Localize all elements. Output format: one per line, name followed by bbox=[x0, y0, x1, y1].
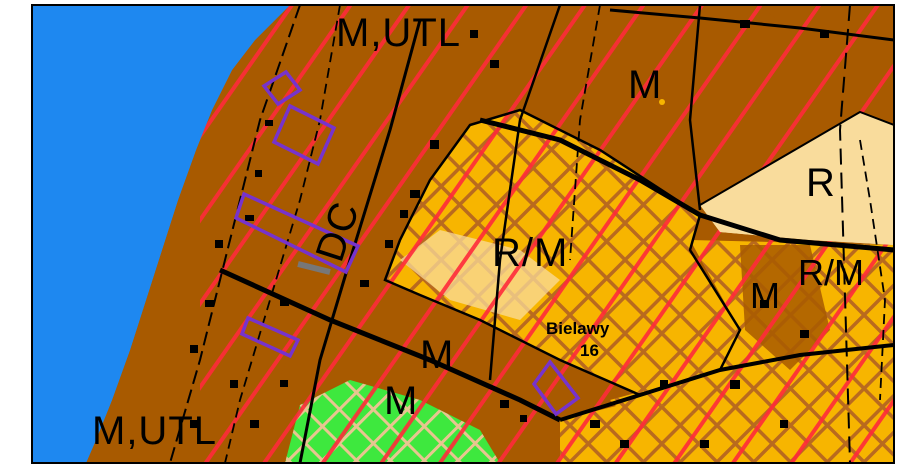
road-north-east bbox=[479, 117, 894, 253]
road-main-diagonal bbox=[218, 267, 562, 423]
zone-label-mutl-bottom: M,UTL bbox=[92, 409, 217, 453]
place-name-label: Bielawy bbox=[546, 319, 610, 338]
zone-label-rm-right: R/M bbox=[798, 252, 864, 293]
water-mask bbox=[32, 5, 290, 463]
parcel-1 bbox=[261, 69, 303, 107]
zone-outline-r bbox=[699, 110, 894, 206]
zone-outline-center bbox=[383, 108, 742, 397]
dashed-boundary-3 bbox=[859, 139, 886, 401]
zone-label-rm-center: R/M bbox=[492, 231, 568, 275]
parcel-3 bbox=[233, 191, 361, 275]
road-vertical-4 bbox=[838, 5, 851, 463]
dashed-boundary-1 bbox=[224, 5, 341, 463]
zone-label-m-top: M bbox=[628, 63, 662, 107]
zone-label-m-right: M bbox=[750, 275, 780, 316]
highlighted-parcels bbox=[233, 69, 581, 417]
zone-label-m-mid: M bbox=[420, 333, 454, 377]
parcel-4 bbox=[239, 315, 301, 359]
dashed-boundary-2 bbox=[569, 5, 601, 261]
parcel-2 bbox=[271, 103, 337, 167]
road-vertical-3 bbox=[688, 5, 702, 211]
point-marker bbox=[659, 99, 665, 105]
road-vertical-2 bbox=[488, 5, 562, 381]
zone-agricultural-right-top bbox=[700, 112, 894, 245]
map-border bbox=[31, 4, 895, 464]
parcel-5 bbox=[531, 359, 581, 417]
gray-road-mark bbox=[297, 261, 331, 275]
zone-label-mutl-top: M,UTL bbox=[336, 11, 461, 55]
building-marks bbox=[190, 20, 829, 448]
place-number-label: 16 bbox=[580, 341, 599, 360]
zone-label-m-low: M bbox=[384, 379, 418, 423]
zone-label-r-right: R bbox=[806, 161, 836, 205]
